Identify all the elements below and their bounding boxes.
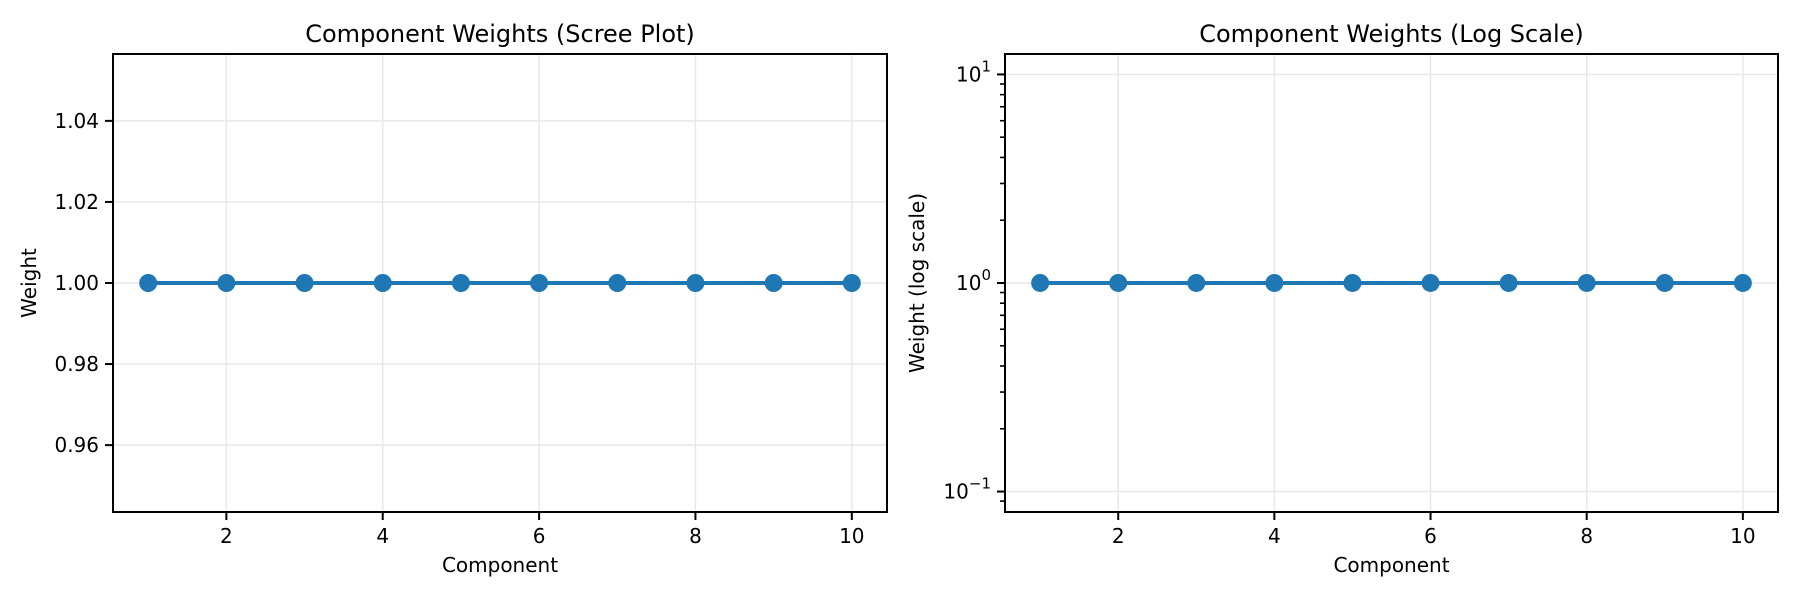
y-tick-label: 101 — [956, 57, 991, 86]
x-tick-label: 2 — [220, 524, 233, 548]
y-tick-label: 100 — [956, 266, 991, 295]
data-point — [608, 274, 627, 292]
x-tick-label: 8 — [1580, 524, 1593, 548]
y-tick-label: 1.02 — [54, 190, 99, 214]
data-point — [764, 274, 783, 292]
data-point — [1265, 273, 1284, 292]
x-tick-label: 8 — [689, 524, 702, 548]
y-tick-label: 0.96 — [54, 433, 99, 457]
plot-title: Component Weights (Scree Plot) — [305, 20, 695, 48]
data-point — [1733, 273, 1752, 292]
x-tick-label: 4 — [376, 524, 389, 548]
x-tick-label: 2 — [1112, 524, 1125, 548]
x-axis-label: Component — [1333, 553, 1449, 577]
data-point — [1499, 273, 1518, 292]
scree-plot: 2 4 6 8 10 0.96 0.98 1.00 1.02 1.04 Component Weig… — [17, 20, 888, 577]
x-axis-label: Component — [442, 553, 558, 577]
data-point — [451, 274, 470, 292]
data-point — [1655, 273, 1674, 292]
y-tick-label: 1.00 — [54, 271, 99, 295]
y-tick-label: 10−1 — [943, 475, 991, 504]
y-tick-label: 1.04 — [54, 109, 99, 133]
data-point — [295, 274, 314, 292]
x-tick-label: 10 — [1730, 524, 1755, 548]
data-point — [686, 274, 705, 292]
plot-title: Component Weights (Log Scale) — [1199, 20, 1584, 48]
y-axis-label: Weight — [17, 248, 41, 318]
data-point — [530, 274, 549, 292]
data-point — [1187, 273, 1206, 292]
x-tick-label: 6 — [533, 524, 546, 548]
data-point — [842, 274, 861, 292]
x-tick-label: 10 — [839, 524, 864, 548]
y-tick-label: 0.98 — [54, 352, 99, 376]
x-tick-label: 4 — [1268, 524, 1281, 548]
data-point — [1343, 273, 1362, 292]
data-point — [373, 274, 392, 292]
data-point — [1109, 273, 1128, 292]
data-point — [217, 274, 236, 292]
x-tick-label: 6 — [1424, 524, 1437, 548]
data-point — [139, 274, 158, 292]
data-point — [1421, 273, 1440, 292]
data-point — [1577, 273, 1596, 292]
y-axis-label: Weight (log scale) — [905, 193, 929, 373]
log-plot: 2 4 6 8 10 101 100 10−1 Component Weights (Log S… — [905, 20, 1779, 577]
data-point — [1031, 273, 1050, 292]
